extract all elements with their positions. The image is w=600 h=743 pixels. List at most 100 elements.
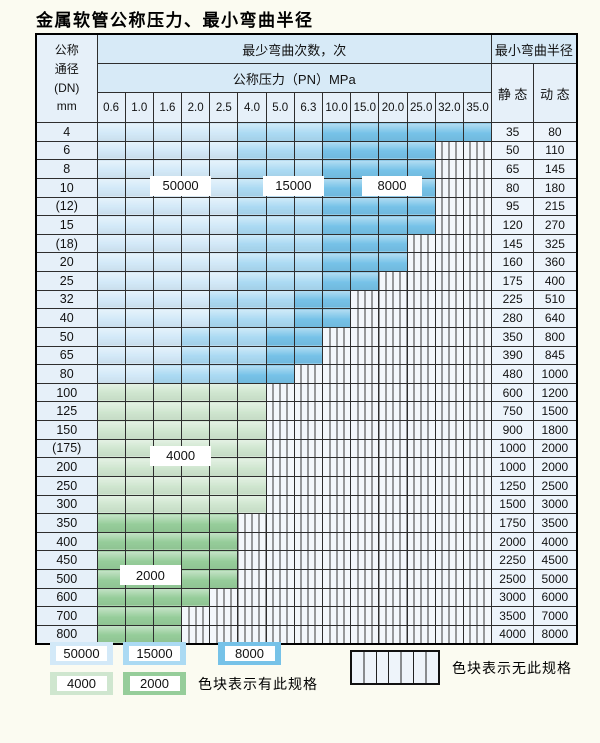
zone-cycles-label: 2000 bbox=[120, 565, 181, 586]
table-row: 500 2500 5000 bbox=[35, 569, 578, 589]
cell-dn: 80 bbox=[35, 364, 98, 384]
cell-available bbox=[209, 140, 239, 161]
cell-available bbox=[237, 494, 267, 515]
cell-unavailable bbox=[321, 326, 352, 347]
cell-dynamic-radius: 4500 bbox=[533, 550, 578, 570]
cell-dn: (18) bbox=[35, 233, 98, 254]
cell-available bbox=[209, 289, 239, 310]
cell-available bbox=[265, 289, 295, 310]
pressure-col-header: 32.0 bbox=[434, 92, 464, 123]
cell-unavailable bbox=[209, 587, 239, 608]
legend-swatch-label: 2000 bbox=[129, 676, 180, 691]
cell-available bbox=[96, 587, 126, 608]
cell-dn: 15 bbox=[35, 215, 98, 235]
cell-dynamic-radius: 215 bbox=[533, 196, 578, 217]
cell-unavailable bbox=[350, 475, 380, 496]
cell-unavailable bbox=[378, 624, 408, 645]
cell-dn: 700 bbox=[35, 606, 98, 626]
cell-unavailable bbox=[434, 531, 464, 552]
cell-dynamic-radius: 360 bbox=[533, 252, 578, 272]
cell-available bbox=[321, 252, 352, 272]
cell-available bbox=[350, 159, 380, 179]
cell-dynamic-radius: 2500 bbox=[533, 475, 578, 496]
cell-unavailable bbox=[321, 345, 352, 366]
cell-unavailable bbox=[434, 606, 464, 626]
cell-dn: 10 bbox=[35, 177, 98, 198]
cell-dn: 65 bbox=[35, 345, 98, 366]
cell-available bbox=[350, 122, 380, 142]
cell-unavailable bbox=[434, 513, 464, 533]
table-row: 50 350 800 bbox=[35, 326, 578, 347]
cell-available bbox=[124, 233, 154, 254]
cell-available bbox=[96, 177, 126, 198]
cell-available bbox=[152, 624, 183, 645]
cell-unavailable bbox=[321, 569, 352, 589]
cell-available bbox=[209, 401, 239, 421]
cell-unavailable bbox=[350, 401, 380, 421]
cell-unavailable bbox=[237, 606, 267, 626]
zone-cycles-label: 50000 bbox=[150, 175, 211, 196]
cell-available bbox=[378, 140, 408, 161]
cell-available bbox=[152, 122, 183, 142]
cell-available bbox=[124, 606, 154, 626]
pressure-col-header: 35.0 bbox=[462, 92, 493, 123]
cell-available bbox=[321, 271, 352, 291]
cell-dn: 40 bbox=[35, 308, 98, 328]
cell-available bbox=[293, 345, 324, 366]
cell-available bbox=[237, 289, 267, 310]
cell-available bbox=[293, 140, 324, 161]
cell-unavailable bbox=[350, 345, 380, 366]
cell-unavailable bbox=[406, 364, 436, 384]
cell-static-radius: 350 bbox=[491, 326, 535, 347]
cell-available bbox=[181, 345, 211, 366]
cell-available bbox=[237, 196, 267, 217]
cell-unavailable bbox=[462, 196, 493, 217]
cell-available bbox=[350, 252, 380, 272]
cell-available bbox=[209, 475, 239, 496]
legend-swatch-50000: 50000 bbox=[50, 642, 113, 665]
cell-unavailable bbox=[406, 252, 436, 272]
cell-unavailable bbox=[406, 606, 436, 626]
cell-unavailable bbox=[378, 513, 408, 533]
cell-available bbox=[152, 494, 183, 515]
cell-unavailable bbox=[406, 420, 436, 440]
cell-unavailable bbox=[293, 401, 324, 421]
cell-available bbox=[181, 364, 211, 384]
cell-available bbox=[124, 252, 154, 272]
radius-header: 最小弯曲半径 bbox=[491, 33, 578, 64]
pressure-values-row: 0.6 1.0 1.6 2.0 2.5 4.0 5.0 6.3 10.0 15.0 20.0 25.0… bbox=[36, 92, 577, 123]
cell-unavailable bbox=[378, 345, 408, 366]
cell-unavailable bbox=[350, 550, 380, 570]
cell-unavailable bbox=[265, 513, 295, 533]
cell-unavailable bbox=[462, 624, 493, 645]
cell-unavailable bbox=[462, 550, 493, 570]
cell-available bbox=[321, 140, 352, 161]
cell-available bbox=[293, 271, 324, 291]
cell-unavailable bbox=[462, 271, 493, 291]
cell-available bbox=[321, 196, 352, 217]
cell-available bbox=[181, 196, 211, 217]
cell-static-radius: 2250 bbox=[491, 550, 535, 570]
cell-unavailable bbox=[350, 457, 380, 477]
dn-header-line: 通径 bbox=[54, 61, 79, 76]
cell-available bbox=[124, 624, 154, 645]
cell-unavailable bbox=[293, 438, 324, 459]
cell-dn: 500 bbox=[35, 569, 98, 589]
cell-available bbox=[124, 475, 154, 496]
cell-available bbox=[124, 513, 154, 533]
cell-available bbox=[209, 326, 239, 347]
cell-available bbox=[237, 215, 267, 235]
cell-available bbox=[181, 569, 211, 589]
cell-available bbox=[293, 196, 324, 217]
cell-unavailable bbox=[462, 513, 493, 533]
table-row: 80 480 1000 bbox=[35, 364, 578, 384]
table-row: 8 65 145 bbox=[35, 159, 578, 179]
cell-unavailable bbox=[434, 177, 464, 198]
cell-unavailable bbox=[462, 345, 493, 366]
cell-available bbox=[181, 326, 211, 347]
cell-available bbox=[124, 531, 154, 552]
cell-available bbox=[265, 159, 295, 179]
cell-unavailable bbox=[462, 569, 493, 589]
pressure-header: 公称压力（PN）MPa bbox=[96, 63, 493, 93]
cell-dn: 8 bbox=[35, 159, 98, 179]
